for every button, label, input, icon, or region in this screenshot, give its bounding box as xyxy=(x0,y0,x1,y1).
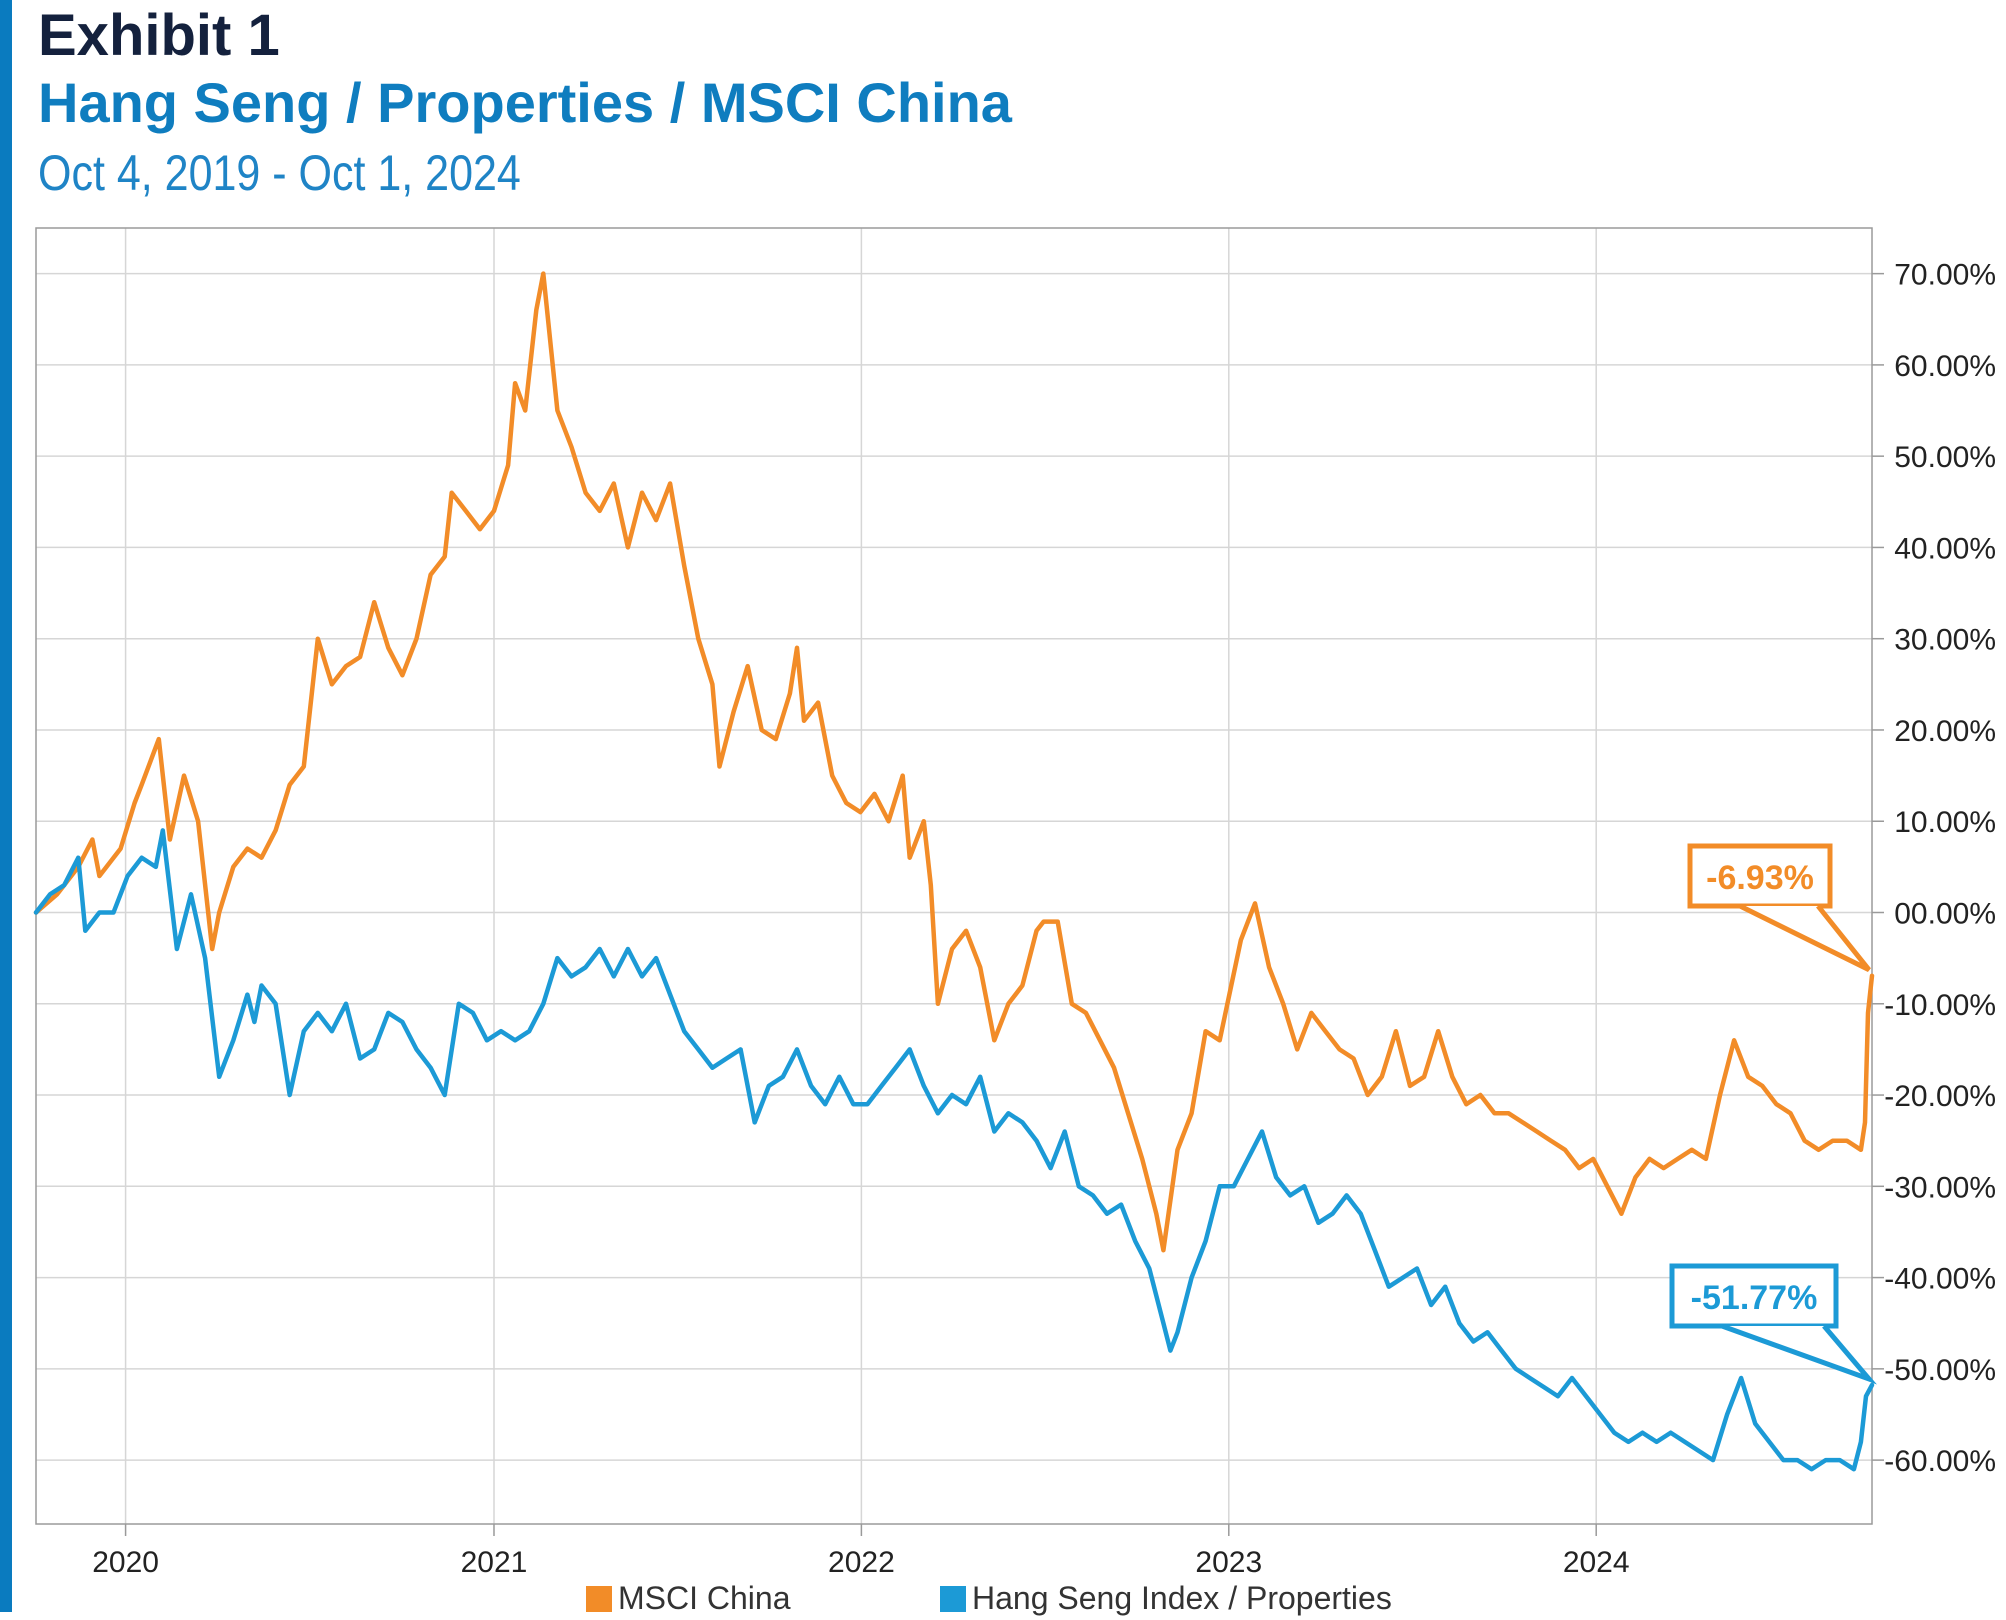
ytick-label: 70.00% xyxy=(1894,259,1996,292)
y-axis: 70.00% 60.00% 50.00% 40.00% 30.00% 20.00% 10.0… xyxy=(1872,259,1996,1478)
callout-label-hang-seng: -51.77% xyxy=(1691,1279,1818,1317)
legend-label-msci-china: MSCI China xyxy=(618,1580,791,1616)
legend: MSCI China Hang Seng Index / Properties xyxy=(0,1580,2006,1620)
legend-swatch-hang-seng xyxy=(940,1585,966,1612)
series-line-hang-seng-properties xyxy=(33,828,1875,1472)
date-range: Oct 4, 2019 - Oct 1, 2024 xyxy=(38,145,521,201)
horizontal-gridlines xyxy=(36,272,1872,1461)
plot-frame xyxy=(35,227,1873,1525)
vertical-gridlines xyxy=(124,228,1597,1524)
legend-item-msci-china: MSCI China xyxy=(586,1580,791,1617)
chart-title: Hang Seng / Properties / MSCI China xyxy=(38,71,1012,134)
xtick-label: 2024 xyxy=(1563,1546,1630,1579)
xtick-label: 2023 xyxy=(1195,1546,1262,1579)
ytick-label: -30.00% xyxy=(1884,1171,1996,1204)
end-callouts: -6.93% -51.77% xyxy=(1669,843,1877,1385)
xtick-label: 2020 xyxy=(92,1546,159,1579)
accent-bar xyxy=(0,0,12,1612)
legend-swatch-msci-china xyxy=(586,1585,612,1612)
series-lines xyxy=(33,271,1875,1472)
x-axis: 2020 2021 2022 2023 2024 xyxy=(92,1524,1630,1579)
callout-pointer-hang-seng xyxy=(1721,1323,1877,1385)
ytick-label: -50.00% xyxy=(1884,1354,1996,1387)
ytick-label: 50.00% xyxy=(1894,441,1996,474)
xtick-label: 2021 xyxy=(461,1546,528,1579)
ytick-label: 10.00% xyxy=(1894,806,1996,839)
exhibit-title: Exhibit 1 xyxy=(38,3,280,68)
ytick-label: 60.00% xyxy=(1894,350,1996,383)
ytick-label: -10.00% xyxy=(1884,989,1996,1022)
legend-label-hang-seng: Hang Seng Index / Properties xyxy=(972,1580,1392,1616)
ytick-label: -20.00% xyxy=(1884,1080,1996,1113)
series-line-msci-china xyxy=(33,271,1875,1253)
ytick-label: 40.00% xyxy=(1894,532,1996,565)
xtick-label: 2022 xyxy=(828,1546,895,1579)
ytick-label: 30.00% xyxy=(1894,624,1996,657)
ytick-label: 20.00% xyxy=(1894,715,1996,748)
callout-label-msci-china: -6.93% xyxy=(1706,859,1814,897)
ytick-label: -60.00% xyxy=(1884,1445,1996,1478)
ytick-label: 00.00% xyxy=(1894,898,1996,931)
callout-pointer-msci-china xyxy=(1738,903,1871,972)
ytick-label: -40.00% xyxy=(1884,1263,1996,1296)
legend-item-hang-seng: Hang Seng Index / Properties xyxy=(940,1580,1392,1617)
